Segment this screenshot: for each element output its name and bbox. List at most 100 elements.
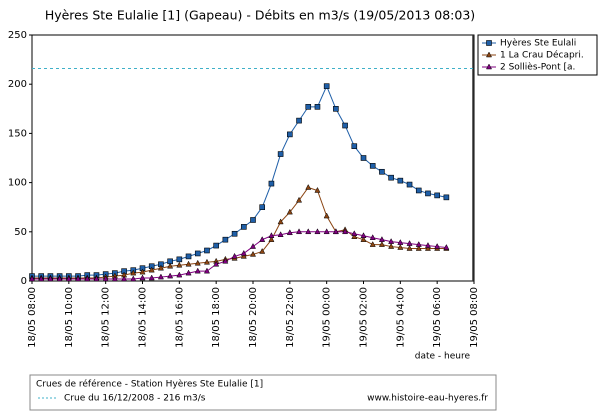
point [130,275,137,282]
footer-reference: Crue du 16/12/2008 - 216 m3/s [64,394,206,404]
point [332,228,339,235]
point [259,204,266,210]
y-tick-label: 250 [8,30,27,41]
point [434,192,440,199]
point [203,258,210,265]
point [434,243,441,249]
legend-label: 1 La Crau Décapri. [500,50,584,61]
point [397,239,404,245]
point [84,275,91,282]
point [139,274,146,281]
y-tick-label: 200 [8,79,27,90]
point [314,104,321,110]
point [388,243,395,249]
point [240,249,247,256]
point [296,196,303,203]
point [231,230,238,237]
point [203,267,210,274]
point [185,269,192,276]
y-tick-label: 100 [8,178,27,189]
point [249,250,257,257]
legend-marker [485,63,493,70]
point [323,83,330,89]
series-line [32,186,447,279]
point [415,187,422,194]
point [194,267,201,274]
point [351,233,358,239]
point [277,218,284,225]
series-line [32,231,447,280]
point [250,217,256,223]
point [194,259,201,266]
point [369,234,376,240]
point [415,241,422,247]
point [333,106,339,112]
x-tick-label: 18/05 16:00 [174,287,185,348]
point [111,275,118,282]
point [425,190,431,197]
point [378,241,385,247]
point [351,143,358,149]
point [342,122,348,129]
point [305,183,312,190]
y-tick-label: 50 [14,227,27,238]
x-tick-label: 18/05 12:00 [101,287,112,348]
x-axis-label: date - heure [415,352,471,362]
point [277,231,284,238]
point [75,275,82,282]
point [360,236,367,242]
point [305,228,312,235]
point [388,174,394,181]
legend-label: Hyères Ste Eulali [500,38,576,49]
x-tick-label: 19/05 06:00 [432,287,443,348]
point [424,242,431,248]
y-tick-label: 150 [8,128,27,139]
legend-box [477,34,598,76]
x-tick-label: 19/05 00:00 [322,287,333,348]
series-line [32,84,447,277]
point [28,275,36,282]
point [360,155,367,161]
point [167,272,174,279]
point [240,252,247,259]
point [443,244,450,250]
x-tick-label: 19/05 08:00 [469,287,480,348]
point [388,238,395,244]
x-tick-label: 19/05 04:00 [395,287,406,348]
point [93,275,100,282]
point [139,268,146,275]
point [222,257,229,264]
footer-box [29,374,497,411]
legend-marker [486,40,492,46]
point [65,275,72,282]
point [259,236,266,242]
point [406,181,413,188]
x-tick-label: 19/05 02:00 [359,287,370,348]
point [268,232,275,238]
x-tick-label: 18/05 10:00 [64,287,75,348]
point [213,242,219,249]
point [38,275,45,282]
point [268,180,275,187]
point [249,243,257,249]
point [213,260,220,267]
point [185,253,192,260]
footer-site: www.histoire-eau-hyeres.fr [367,394,488,404]
x-tick-label: 18/05 20:00 [248,287,259,348]
point [121,275,128,282]
point [406,244,413,251]
point [176,271,183,278]
x-tick-label: 18/05 14:00 [138,287,149,348]
point [56,275,63,282]
point [397,244,404,250]
point [286,208,293,215]
point [148,266,155,273]
point [379,168,385,175]
y-tick-label: 0 [21,276,27,287]
point [360,232,367,238]
point [323,212,330,219]
x-tick-label: 18/05 22:00 [285,287,296,348]
point [277,151,284,157]
legend-marker [485,51,493,58]
point [296,228,303,235]
